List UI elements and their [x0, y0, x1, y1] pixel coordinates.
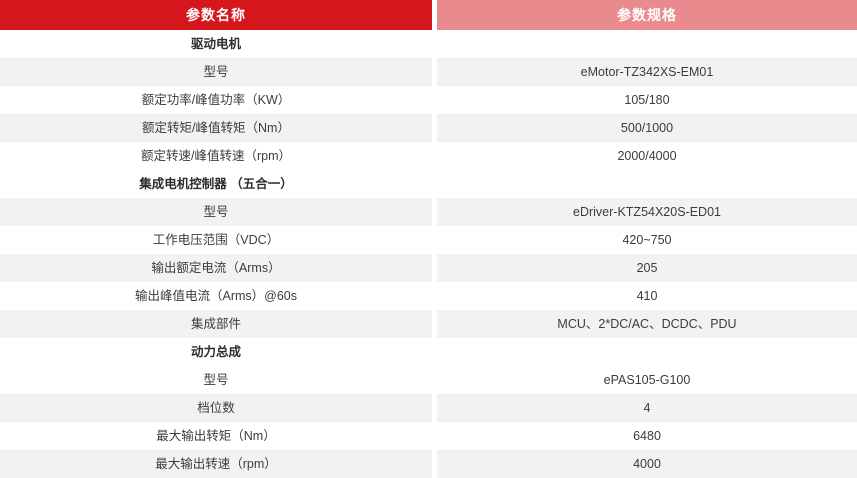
parameter-spec-cell: 105/180: [437, 86, 857, 114]
column-gutter: [432, 310, 437, 338]
parameter-spec-cell: 500/1000: [437, 114, 857, 142]
column-gutter: [432, 366, 437, 394]
parameter-spec-cell: 420~750: [437, 226, 857, 254]
parameter-name-cell: 输出峰值电流（Arms）@60s: [0, 282, 432, 310]
table-row: 最大输出转速（rpm） 4000: [0, 450, 857, 478]
parameter-name-cell: 型号: [0, 198, 432, 226]
section-header-spec-blank: [437, 170, 857, 198]
column-gutter: [432, 450, 437, 478]
section-header-spec-blank: [437, 30, 857, 58]
column-gutter: [432, 226, 437, 254]
column-gutter: [432, 86, 437, 114]
parameter-name-cell: 型号: [0, 58, 432, 86]
column-gutter: [432, 282, 437, 310]
section-header-row: 集成电机控制器 （五合一）: [0, 170, 857, 198]
section-header-row: 驱动电机: [0, 30, 857, 58]
column-gutter: [432, 114, 437, 142]
parameter-spec-cell: 6480: [437, 422, 857, 450]
parameter-name-cell: 额定转矩/峰值转矩（Nm）: [0, 114, 432, 142]
parameter-name-cell: 集成部件: [0, 310, 432, 338]
table-row: 额定转速/峰值转速（rpm） 2000/4000: [0, 142, 857, 170]
column-gutter: [432, 142, 437, 170]
parameter-name-cell: 档位数: [0, 394, 432, 422]
parameter-spec-cell: eDriver-KTZ54X20S-ED01: [437, 198, 857, 226]
parameter-name-cell: 额定功率/峰值功率（KW）: [0, 86, 432, 114]
parameter-name-cell: 输出额定电流（Arms）: [0, 254, 432, 282]
section-title: 集成电机控制器 （五合一）: [0, 170, 432, 198]
parameter-spec-cell: 410: [437, 282, 857, 310]
column-gutter: [432, 30, 437, 58]
section-title: 动力总成: [0, 338, 432, 366]
parameter-name-cell: 工作电压范围（VDC）: [0, 226, 432, 254]
section-header-row: 动力总成: [0, 338, 857, 366]
table-row: 最大输出转矩（Nm） 6480: [0, 422, 857, 450]
table-row: 集成部件 MCU、2*DC/AC、DCDC、PDU: [0, 310, 857, 338]
column-gutter: [432, 170, 437, 198]
table-row: 档位数 4: [0, 394, 857, 422]
parameter-name-cell: 最大输出转速（rpm）: [0, 450, 432, 478]
column-gutter: [432, 422, 437, 450]
table-row: 输出额定电流（Arms） 205: [0, 254, 857, 282]
table-row: 额定功率/峰值功率（KW） 105/180: [0, 86, 857, 114]
parameter-spec-cell: eMotor-TZ342XS-EM01: [437, 58, 857, 86]
column-header-parameter-name: 参数名称: [0, 0, 432, 30]
parameter-name-cell: 型号: [0, 366, 432, 394]
parameter-spec-cell: 4: [437, 394, 857, 422]
table-row: 输出峰值电流（Arms）@60s 410: [0, 282, 857, 310]
column-gutter: [432, 338, 437, 366]
column-gutter: [432, 254, 437, 282]
column-gutter: [432, 0, 437, 30]
table-row: 工作电压范围（VDC） 420~750: [0, 226, 857, 254]
table-row: 额定转矩/峰值转矩（Nm） 500/1000: [0, 114, 857, 142]
parameter-spec-cell: ePAS105-G100: [437, 366, 857, 394]
column-header-parameter-spec: 参数规格: [437, 0, 857, 30]
parameter-spec-cell: 205: [437, 254, 857, 282]
section-header-spec-blank: [437, 338, 857, 366]
parameter-spec-cell: MCU、2*DC/AC、DCDC、PDU: [437, 310, 857, 338]
table-row: 型号 eDriver-KTZ54X20S-ED01: [0, 198, 857, 226]
table-body: 驱动电机 型号 eMotor-TZ342XS-EM01 额定功率/峰值功率（KW） 10…: [0, 30, 857, 478]
table-header-row: 参数名称 参数规格: [0, 0, 857, 30]
table-row: 型号 ePAS105-G100: [0, 366, 857, 394]
parameter-spec-cell: 2000/4000: [437, 142, 857, 170]
parameter-spec-cell: 4000: [437, 450, 857, 478]
table-row: 型号 eMotor-TZ342XS-EM01: [0, 58, 857, 86]
section-title: 驱动电机: [0, 30, 432, 58]
parameter-name-cell: 最大输出转矩（Nm）: [0, 422, 432, 450]
column-gutter: [432, 58, 437, 86]
column-gutter: [432, 394, 437, 422]
column-gutter: [432, 198, 437, 226]
table-header: 参数名称 参数规格: [0, 0, 857, 30]
parameter-name-cell: 额定转速/峰值转速（rpm）: [0, 142, 432, 170]
